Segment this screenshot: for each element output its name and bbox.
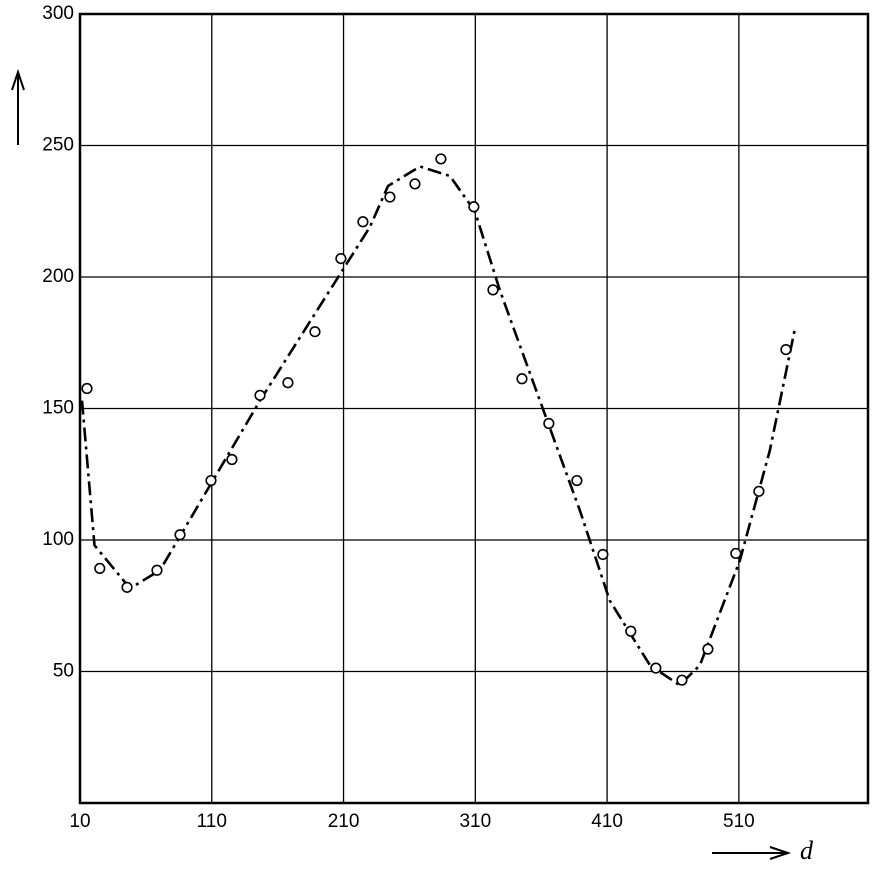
data-point: [487, 284, 499, 296]
data-point: [282, 377, 294, 389]
data-point: [205, 474, 217, 487]
data-point: [254, 389, 266, 401]
y-arrow-head: [11, 68, 25, 91]
data-point: [357, 216, 369, 228]
fit-curve: [80, 165, 797, 687]
data-point: [543, 417, 555, 430]
y-tick-label: 250: [42, 135, 74, 156]
data-point: [335, 252, 347, 265]
y-tick-label: 300: [42, 3, 74, 24]
data-point: [468, 201, 480, 213]
data-point: [753, 485, 765, 497]
x-tick-label: 10: [69, 811, 90, 832]
data-point: [650, 662, 662, 674]
x-tick-label: 510: [723, 811, 755, 832]
data-point: [81, 382, 93, 395]
y-tick-label: 50: [53, 661, 74, 682]
data-point: [676, 674, 688, 686]
data-point: [702, 643, 714, 655]
data-point: [94, 562, 106, 575]
x-tick-label: 110: [197, 811, 227, 832]
data-point: [151, 564, 163, 576]
y-tick-label: 100: [42, 529, 74, 550]
data-point: [597, 548, 609, 561]
data-point: [780, 343, 792, 356]
y-tick-label: 150: [42, 398, 74, 419]
data-point: [226, 453, 238, 466]
data-point: [121, 581, 133, 593]
data-point: [309, 326, 321, 338]
data-point: [625, 625, 637, 637]
data-point: [730, 547, 742, 560]
x-tick-label: 410: [591, 811, 623, 832]
data-point: [435, 153, 447, 165]
x-axis-label: d: [800, 836, 814, 865]
data-point: [571, 474, 583, 487]
data-point: [409, 178, 421, 190]
data-point: [174, 529, 186, 541]
y-tick-label: 200: [42, 266, 74, 287]
data-point: [384, 191, 396, 203]
x-arrow-head: [769, 846, 792, 860]
x-tick-label: 310: [459, 811, 491, 832]
data-point: [516, 373, 528, 385]
x-tick-label: 210: [328, 811, 360, 832]
